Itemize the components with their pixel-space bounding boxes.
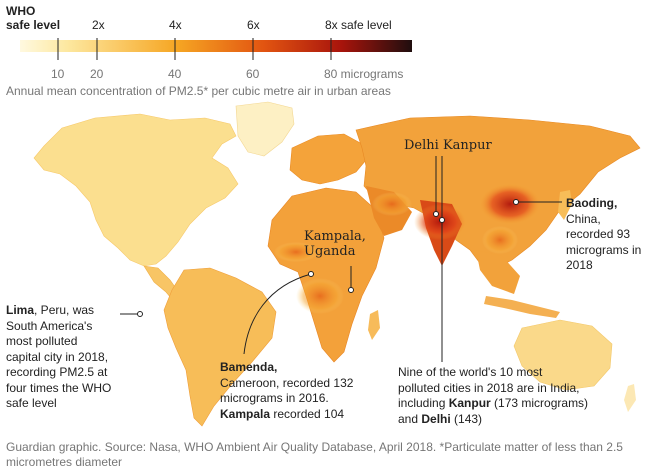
delhi-label: Delhi bbox=[404, 138, 439, 153]
kampala-marker bbox=[348, 287, 354, 293]
hotspot-west-africa bbox=[274, 242, 318, 262]
new-zealand-landmass bbox=[624, 384, 636, 412]
japan-landmass bbox=[558, 190, 572, 220]
lima-name: Lima bbox=[6, 303, 35, 317]
india-delhi-rest: (143) bbox=[450, 411, 483, 426]
india-delhi: Delhi bbox=[421, 411, 451, 426]
india-line-1: Nine of the world's 10 most bbox=[398, 365, 543, 379]
kanpur-label: Kanpur bbox=[442, 138, 492, 153]
bamenda-kampala-rest: recorded 104 bbox=[270, 406, 345, 421]
world-pollution-map bbox=[33, 101, 641, 427]
bamenda-marker bbox=[308, 271, 314, 277]
baoding-line-4: 2018 bbox=[566, 258, 593, 272]
legend-tick-label-60: 60 bbox=[246, 67, 260, 81]
who-label-line1: WHO bbox=[6, 4, 36, 18]
lima-line-1: South America's bbox=[6, 318, 93, 333]
footer-source-line-1: Guardian graphic. Source: Nasa, WHO Ambi… bbox=[6, 440, 623, 454]
greenland-landmass bbox=[235, 101, 295, 157]
legend-gradient-bar bbox=[20, 40, 412, 52]
baoding-line-3: micrograms in bbox=[566, 242, 642, 257]
footer-source-line-2: micrometres diameter bbox=[6, 455, 123, 469]
baoding-name: Baoding, bbox=[566, 196, 618, 210]
bamenda-name: Bamenda, bbox=[220, 360, 278, 374]
south-america-landmass bbox=[163, 267, 277, 427]
madagascar-landmass bbox=[368, 310, 380, 340]
india-line-4-prefix: and bbox=[398, 411, 422, 426]
lima-marker bbox=[137, 311, 143, 317]
legend-tick-label-40: 40 bbox=[168, 67, 182, 81]
lima-line-5: four times the WHO bbox=[6, 380, 112, 395]
india-line-3-prefix: including bbox=[398, 396, 449, 410]
who-label-line2: safe level bbox=[6, 18, 61, 32]
lima-line-0: , Peru, was bbox=[34, 303, 95, 317]
bamenda-leader-line bbox=[243, 273, 312, 355]
legend-tick-label-20: 20 bbox=[90, 67, 104, 81]
lima-line-2: most polluted bbox=[6, 334, 78, 348]
baoding-marker bbox=[513, 199, 519, 205]
hotspot-middle-east bbox=[372, 192, 412, 216]
bamenda-kampala-name: Kampala bbox=[220, 406, 271, 421]
bamenda-line-1: Cameroon, recorded 132 bbox=[220, 375, 354, 390]
bamenda-line-2: micrograms in 2016. bbox=[220, 391, 329, 405]
legend-subtitle: Annual mean concentration of PM2.5* per … bbox=[6, 84, 391, 98]
baoding-line-2: recorded 93 bbox=[566, 227, 631, 241]
lima-line-4: recording PM2.5 at bbox=[6, 365, 108, 379]
lima-line-6: safe level bbox=[6, 396, 57, 410]
australia-landmass bbox=[513, 319, 613, 391]
southeast-asia-landmass bbox=[476, 250, 520, 294]
legend-tick-label-10: 10 bbox=[51, 67, 65, 81]
europe-landmass bbox=[289, 133, 367, 185]
india-kanpur: Kanpur bbox=[448, 396, 491, 410]
hotspot-north-china bbox=[480, 184, 540, 224]
hotspot-southeast-china bbox=[482, 226, 518, 254]
legend-tick-label-80: 80 micrograms bbox=[324, 67, 404, 81]
kampala-label: Kampala, bbox=[304, 229, 366, 244]
legend-color-scale bbox=[20, 38, 412, 60]
legend-multiplier-2x: 2x bbox=[92, 18, 105, 32]
uganda-label: Uganda bbox=[304, 244, 356, 259]
hotspot-central-africa bbox=[296, 278, 344, 314]
legend-multiplier-4x: 4x bbox=[169, 18, 182, 32]
north-america-landmass bbox=[33, 113, 239, 267]
india-kanpur-rest: (173 micrograms) bbox=[490, 396, 589, 410]
africa-landmass bbox=[267, 187, 385, 363]
indonesia-islands bbox=[484, 296, 560, 318]
kanpur-marker bbox=[439, 217, 445, 223]
baoding-line-1: China, bbox=[566, 211, 601, 226]
delhi-marker bbox=[433, 211, 439, 217]
legend-multiplier-6x: 6x bbox=[247, 18, 260, 32]
india-line-2: polluted cities in 2018 are in India, bbox=[398, 380, 580, 395]
lima-line-3: capital city in 2018, bbox=[6, 349, 109, 364]
legend-multiplier-8x: 8x safe level bbox=[325, 18, 392, 32]
